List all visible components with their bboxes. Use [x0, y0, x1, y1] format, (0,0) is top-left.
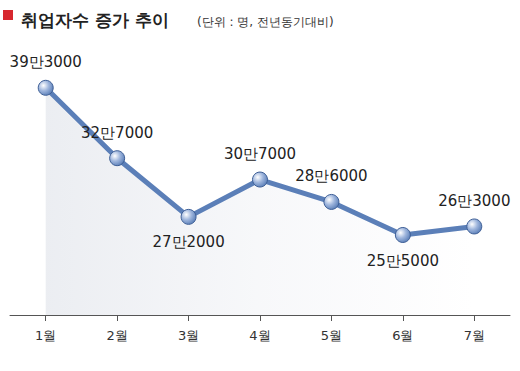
svg-text:6월: 6월	[392, 328, 413, 343]
svg-text:7월: 7월	[464, 328, 485, 343]
svg-text:1월: 1월	[35, 328, 56, 343]
svg-text:39만3000: 39만3000	[10, 53, 82, 71]
svg-text:26만3000: 26만3000	[438, 192, 510, 210]
svg-text:4월: 4월	[249, 328, 270, 343]
svg-text:5월: 5월	[321, 328, 342, 343]
svg-text:27만2000: 27만2000	[152, 233, 224, 251]
svg-text:32만7000: 32만7000	[81, 124, 153, 142]
svg-text:취업자수 증가 추이: 취업자수 증가 추이	[21, 10, 169, 30]
svg-text:(단위 : 명, 전년동기대비): (단위 : 명, 전년동기대비)	[197, 15, 334, 29]
svg-text:28만6000: 28만6000	[295, 167, 367, 185]
svg-text:3월: 3월	[178, 328, 199, 343]
svg-text:30만7000: 30만7000	[224, 145, 296, 163]
svg-text:2월: 2월	[107, 328, 128, 343]
svg-text:25만5000: 25만5000	[367, 252, 439, 270]
